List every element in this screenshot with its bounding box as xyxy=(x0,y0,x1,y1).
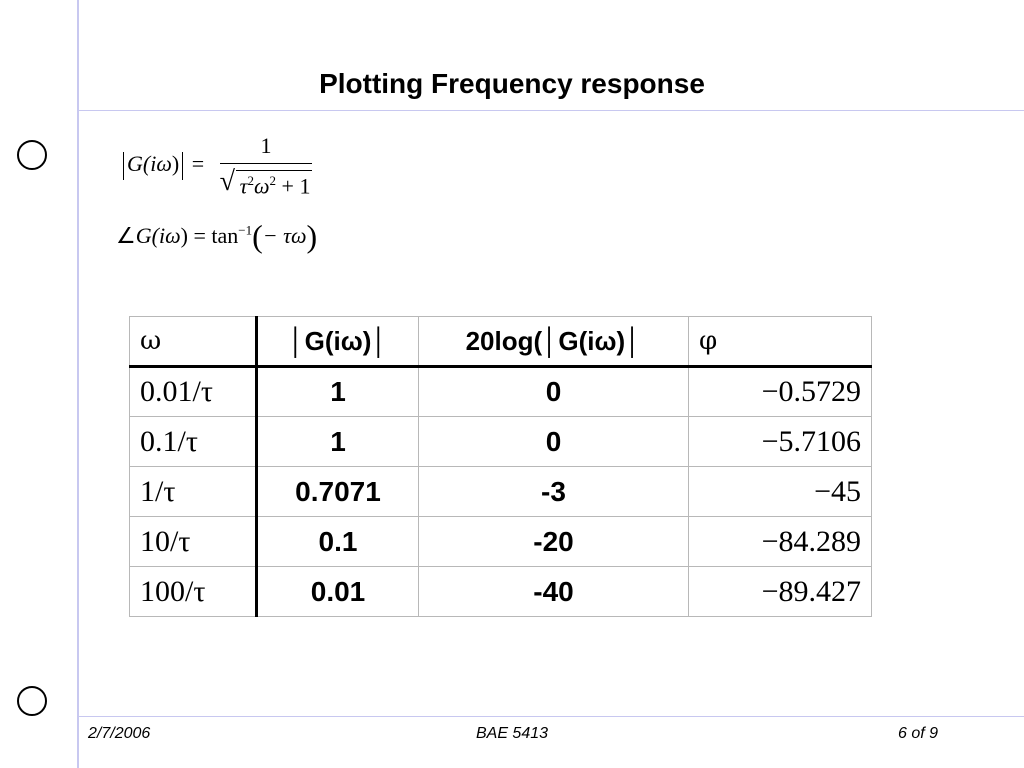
sqrt-body: τ2ω2 + 1 xyxy=(235,170,313,199)
phase-equals: = xyxy=(187,223,212,248)
cell-decibels: -40 xyxy=(418,566,689,617)
cell-omega: 0.1/τ xyxy=(129,416,258,467)
tan-label: tan xyxy=(211,223,239,248)
sqrt-sign-icon: √ xyxy=(219,166,235,197)
cell-phase: −0.5729 xyxy=(688,366,872,417)
den-omega-exp: 2 xyxy=(269,173,277,188)
footer-page-number: 6 of 9 xyxy=(897,725,938,742)
sqrt-expression: √ τ2ω2 + 1 xyxy=(220,166,313,199)
cell-phase: −84.289 xyxy=(688,516,872,567)
frequency-response-table: ω │G(iω)│ 20log(│G(iω)│ φ 0.01/τ 1 0 −0.… xyxy=(129,316,872,617)
cell-phase: −89.427 xyxy=(688,566,872,617)
cell-omega: 100/τ xyxy=(129,566,258,617)
tan-exponent: −1 xyxy=(238,222,253,238)
cell-phase: −45 xyxy=(688,466,872,517)
magnitude-lhs-suffix: ) xyxy=(171,151,180,177)
angle-icon: ∠ xyxy=(116,223,136,248)
punch-hole-top-icon xyxy=(17,140,47,170)
table-header-row: ω │G(iω)│ 20log(│G(iω)│ φ xyxy=(129,316,872,368)
fraction-numerator: 1 xyxy=(260,133,272,158)
footer-course: BAE 5413 xyxy=(475,725,549,742)
table-row: 1/τ 0.7071 -3 −45 xyxy=(129,466,872,517)
header-decibels: 20log(│G(iω)│ xyxy=(418,316,689,368)
paren-close: ) xyxy=(306,218,318,254)
cell-magnitude: 0.7071 xyxy=(256,466,419,517)
cell-phase: −5.7106 xyxy=(688,416,872,467)
table-row: 0.1/τ 1 0 −5.7106 xyxy=(129,416,872,467)
phase-lhs-suffix: ) xyxy=(180,223,188,248)
footer-date: 2/7/2006 xyxy=(88,725,151,742)
den-omega: ω xyxy=(254,173,270,199)
den-rest: + 1 xyxy=(276,173,311,199)
phase-lhs: G( xyxy=(135,223,159,248)
footer-rule xyxy=(77,716,1024,717)
cell-magnitude: 1 xyxy=(256,366,419,417)
cell-magnitude: 1 xyxy=(256,416,419,467)
cell-omega: 10/τ xyxy=(129,516,258,567)
table-row: 100/τ 0.01 -40 −89.427 xyxy=(129,566,872,617)
slide-title: Plotting Frequency response xyxy=(319,68,705,99)
cell-omega: 0.01/τ xyxy=(129,366,258,417)
table-row: 0.01/τ 1 0 −0.5729 xyxy=(129,366,872,417)
magnitude-formula: G(iω) = 1 √ τ2ω2 + 1 xyxy=(120,133,313,199)
fraction-denominator: √ τ2ω2 + 1 xyxy=(219,163,313,199)
header-magnitude: │G(iω)│ xyxy=(256,316,419,368)
abs-bar-left xyxy=(123,152,124,181)
phase-argument: − τω xyxy=(262,223,307,248)
cell-decibels: -3 xyxy=(418,466,689,517)
cell-decibels: 0 xyxy=(418,366,689,417)
cell-magnitude: 0.1 xyxy=(256,516,419,567)
punch-hole-bottom-icon xyxy=(17,686,47,716)
header-rule xyxy=(77,110,1024,111)
magnitude-lhs-var: iω xyxy=(150,151,172,177)
cell-omega: 1/τ xyxy=(129,466,258,517)
den-tau-exp: 2 xyxy=(247,173,255,188)
table-row: 10/τ 0.1 -20 −84.289 xyxy=(129,516,872,567)
header-omega: ω xyxy=(129,316,258,368)
cell-decibels: 0 xyxy=(418,416,689,467)
phase-lhs-var: iω xyxy=(158,223,181,248)
den-tau: τ xyxy=(239,173,248,199)
cell-magnitude: 0.01 xyxy=(256,566,419,617)
paren-open: ( xyxy=(252,218,263,254)
magnitude-equals: = xyxy=(191,151,205,177)
cell-decibels: -20 xyxy=(418,516,689,567)
magnitude-lhs-prefix: G( xyxy=(127,151,151,177)
abs-bar-right xyxy=(182,152,184,181)
header-phase: φ xyxy=(688,316,872,368)
phase-formula: ∠G(iω) = tan−1(− τω) xyxy=(116,218,317,255)
margin-line xyxy=(77,0,79,768)
magnitude-fraction: 1 √ τ2ω2 + 1 xyxy=(219,133,313,199)
